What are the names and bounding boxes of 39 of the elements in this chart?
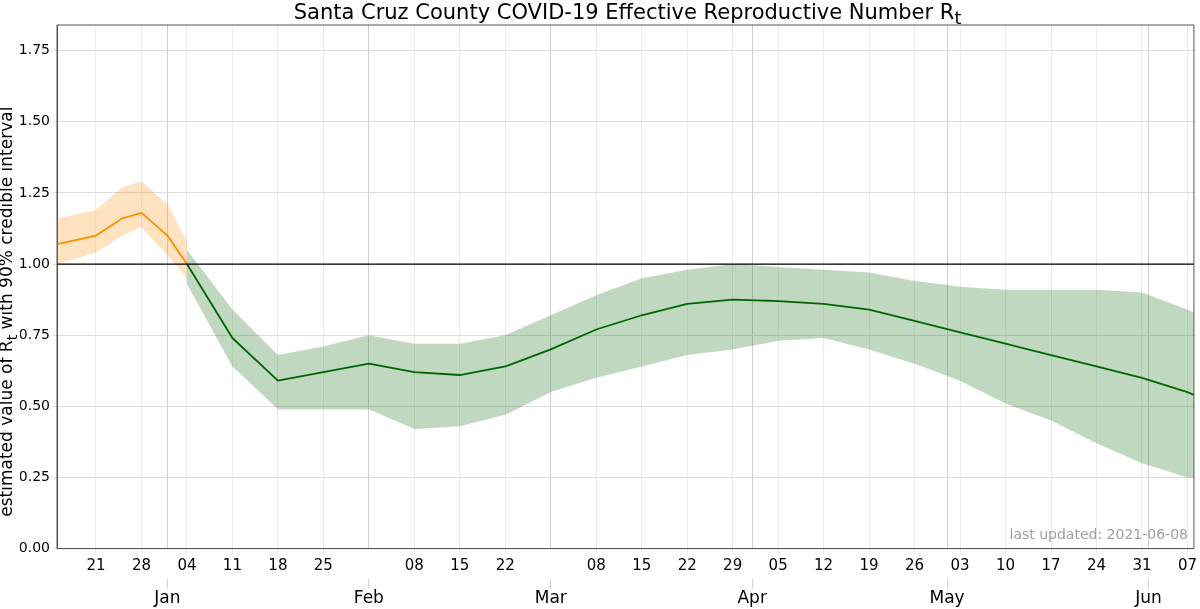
x-tick-label: 15 — [450, 556, 470, 575]
y-tick-label: 0.00 — [18, 539, 50, 556]
chart-title: Santa Cruz County COVID-19 Effective Reproductive Number R$_{t}$ — [292, 0, 963, 29]
x-tick-label: 24 — [1086, 556, 1107, 575]
x-tick-label: 29 — [723, 556, 743, 575]
x-tick-label: 08 — [404, 556, 424, 575]
x-tick-label: 26 — [905, 556, 925, 575]
x-tick-label: 04 — [177, 556, 197, 575]
x-tick-label: 22 — [495, 556, 515, 575]
y-tick-label: 1.50 — [18, 112, 50, 129]
x-tick-label: 22 — [677, 556, 697, 575]
x2-tick-label: Apr — [737, 587, 767, 608]
x-tick-label: 25 — [313, 556, 333, 575]
x2-tick-label: Jan — [153, 587, 181, 608]
x-tick-label: 15 — [632, 556, 652, 575]
x2-tick-label: Feb — [353, 587, 384, 608]
x2-tick-label: Mar — [534, 587, 567, 608]
y-tick-label: 1.75 — [18, 41, 50, 58]
y-tick-label: 1.00 — [18, 254, 50, 271]
x-tick-label: 12 — [814, 556, 834, 575]
annotation: last updated: 2021-06-08 — [1009, 526, 1188, 543]
y-tick-label: 0.25 — [18, 468, 50, 485]
x2-tick-label: Jun — [1134, 587, 1162, 608]
x-tick-label: 17 — [1041, 556, 1061, 575]
x-tick-label: 31 — [1132, 556, 1152, 575]
x-tick-label: 07 — [1177, 556, 1197, 575]
x2-tick-label: May — [929, 587, 965, 608]
x-tick-label: 19 — [859, 556, 879, 575]
x-tick-label: 11 — [222, 556, 242, 575]
y-tick-label: 0.50 — [18, 396, 50, 413]
x-tick-label: 18 — [268, 556, 288, 575]
x-tick-label: 10 — [995, 556, 1016, 575]
x-tick-label: 03 — [950, 556, 970, 575]
y-tick-label: 1.25 — [18, 183, 50, 200]
x-tick-label: 28 — [131, 556, 152, 575]
y-tick-label: 0.75 — [18, 325, 50, 342]
x-tick-label: 21 — [86, 556, 106, 575]
x-tick-label: 08 — [586, 556, 606, 575]
x-tick-label: 05 — [768, 556, 788, 575]
